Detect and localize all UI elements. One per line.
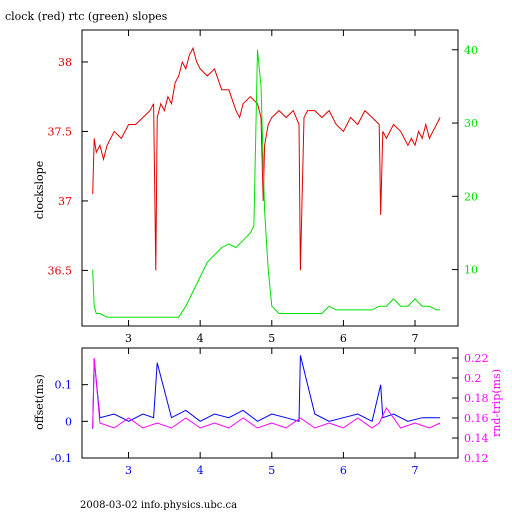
x-tick-label: 4 xyxy=(197,332,204,345)
bottom-series-right-line xyxy=(92,357,441,429)
y2-tick-label: 0.14 xyxy=(464,432,489,445)
bottom-plot-frame xyxy=(81,347,459,459)
y-tick-label: 0.1 xyxy=(55,379,73,392)
x-tick-label: 5 xyxy=(268,464,275,477)
x-tick-label: 6 xyxy=(340,332,347,345)
x-tick-label: 5 xyxy=(268,332,275,345)
y2-tick-label: 0.16 xyxy=(464,412,489,425)
y2-tick-label: 0.18 xyxy=(464,392,489,405)
y-tick-label: 37 xyxy=(58,195,72,208)
top-series xyxy=(92,46,441,318)
y2-tick-label: 0.2 xyxy=(464,372,482,385)
bottom-series xyxy=(92,355,441,429)
y2-tick-label: 30 xyxy=(464,117,478,130)
top-panel: 3 4 5 6 7 36.5 37 37.5 38 10 20 30 40 clockslope xyxy=(33,29,478,345)
y2-tick-label: 20 xyxy=(464,190,478,203)
top-series-left-line xyxy=(92,46,441,271)
bottom-panel: 3 4 5 6 7 -0.1 0 0.1 0.12 0.14 0.16 0.18 0.2 0.22 off… xyxy=(33,347,503,477)
y-tick-label: -0.1 xyxy=(51,452,72,465)
x-tick-label: 3 xyxy=(125,332,132,345)
x-tick-label: 7 xyxy=(412,332,419,345)
top-ticks: 3 4 5 6 7 36.5 37 37.5 38 10 20 30 40 xyxy=(48,30,478,345)
y2-tick-label: 40 xyxy=(464,44,478,57)
chart-title: clock (red) rtc (green) slopes xyxy=(5,10,168,23)
y2-tick-label: 10 xyxy=(464,264,478,277)
top-series-right-line xyxy=(92,49,441,318)
x-tick-label: 3 xyxy=(125,464,132,477)
y-tick-label: 36.5 xyxy=(48,264,73,277)
bottom-y-axis-label: offset(ms) xyxy=(33,374,46,430)
bottom-y2-axis-label: rnd-trip(ms) xyxy=(490,369,503,437)
y2-tick-label: 0.22 xyxy=(464,352,489,365)
x-tick-label: 4 xyxy=(197,464,204,477)
y-tick-label: 37.5 xyxy=(48,125,73,138)
x-tick-label: 7 xyxy=(412,464,419,477)
y-tick-label: 0 xyxy=(65,415,72,428)
top-plot-frame xyxy=(81,29,459,327)
footer-text: 2008-03-02 info.physics.ubc.ca xyxy=(80,500,237,511)
bottom-series-left-line xyxy=(92,355,441,429)
bottom-ticks: 3 4 5 6 7 -0.1 0 0.1 0.12 0.14 0.16 0.18 0.2 0.22 xyxy=(51,348,489,477)
top-y-axis-label: clockslope xyxy=(33,161,46,219)
x-tick-label: 6 xyxy=(340,464,347,477)
y-tick-label: 38 xyxy=(58,56,72,69)
y2-tick-label: 0.12 xyxy=(464,452,489,465)
